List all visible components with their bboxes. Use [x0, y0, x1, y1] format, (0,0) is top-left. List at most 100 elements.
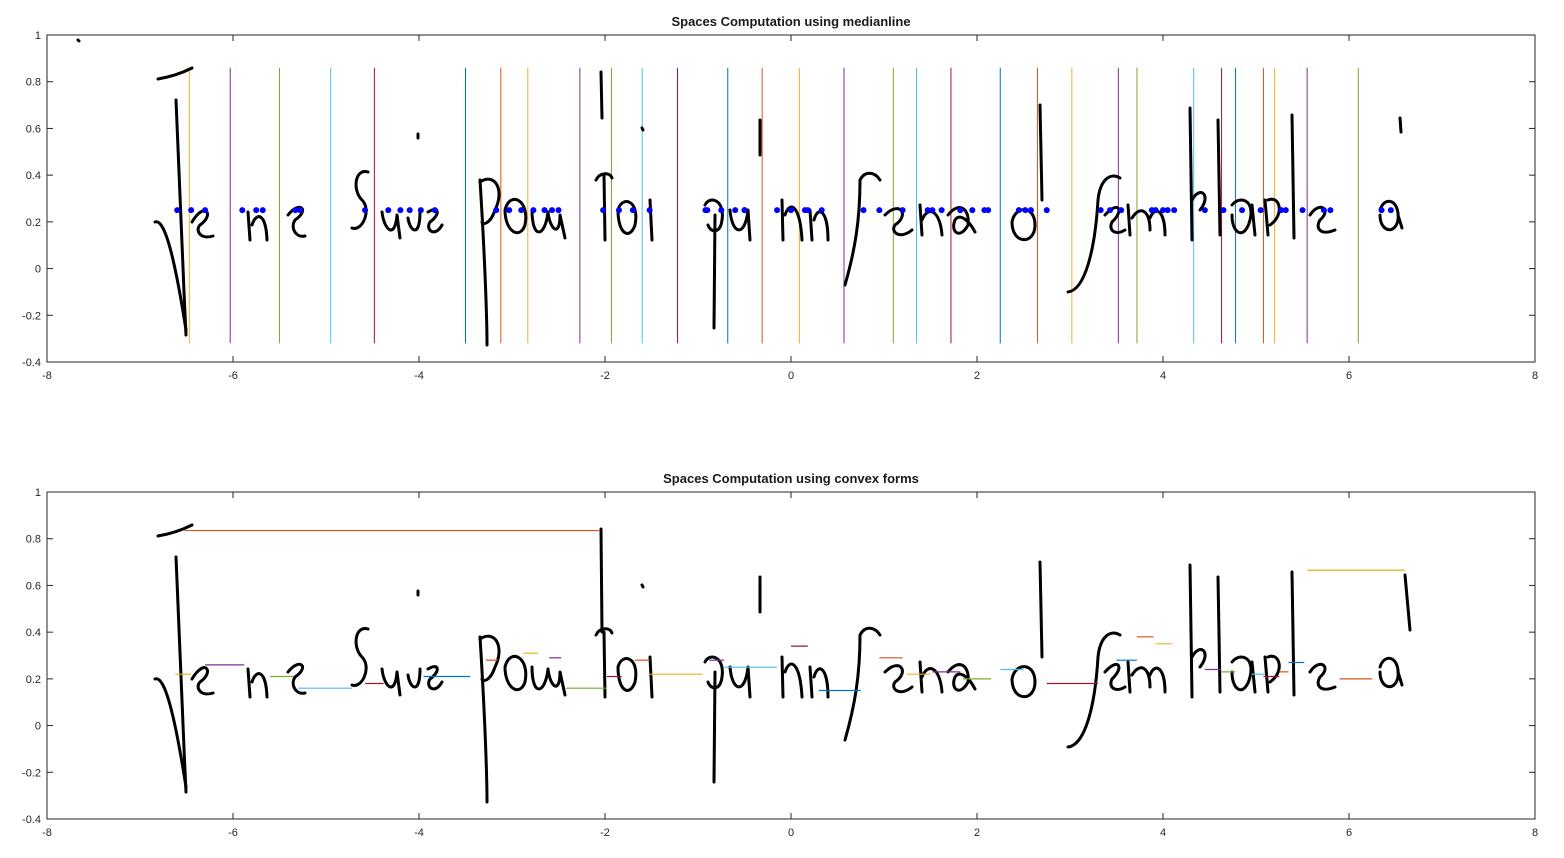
- median-point: [1171, 207, 1178, 214]
- median-point: [1164, 207, 1171, 214]
- y-tick-label: -0.4: [22, 357, 41, 369]
- median-point: [555, 207, 562, 214]
- median-point: [1152, 207, 1159, 214]
- median-point: [1106, 207, 1113, 214]
- median-point: [385, 207, 392, 214]
- median-point: [1299, 207, 1306, 214]
- tick-group-medianline: -8 -6 -4 -2 0 2 4 6 8 -0.4 -0.2 0 0.2 0.4 0.6 0.8 1: [22, 30, 1538, 382]
- x-tick-label: 4: [1160, 370, 1166, 382]
- y-tick-label: 0.4: [26, 627, 41, 639]
- median-point: [1220, 207, 1227, 214]
- median-point: [860, 207, 867, 214]
- median-point: [924, 207, 931, 214]
- median-point: [1097, 207, 1104, 214]
- x-tick-label: -8: [42, 827, 52, 839]
- median-point: [704, 207, 711, 214]
- median-point: [493, 207, 500, 214]
- median-point: [1387, 207, 1394, 214]
- y-tick-label: 0: [35, 721, 41, 733]
- median-point: [202, 207, 209, 214]
- x-tick-label: 8: [1532, 827, 1538, 839]
- handwriting-image-top: [76, 38, 1404, 347]
- median-point: [957, 207, 964, 214]
- median-point: [718, 207, 725, 214]
- median-point: [938, 207, 945, 214]
- x-tick-label: 6: [1346, 370, 1352, 382]
- plot-area-convex-forms: [46, 491, 1536, 820]
- handwriting-image-bottom: [153, 523, 1412, 804]
- y-tick-label: 0.8: [26, 77, 41, 89]
- x-tick-label: 0: [788, 827, 794, 839]
- tick-group-convex-forms: -8 -6 -4 -2 0 2 4 6 8 -0.4 -0.2 0 0.2 0.4 0.6 0.8 1: [22, 487, 1538, 839]
- median-point: [732, 207, 739, 214]
- median-point: [406, 207, 413, 214]
- median-point: [985, 207, 992, 214]
- median-point: [1282, 207, 1289, 214]
- median-point: [1327, 207, 1334, 214]
- median-point: [876, 207, 883, 214]
- median-point: [1378, 207, 1385, 214]
- y-tick-label: 0.6: [26, 580, 41, 592]
- y-tick-label: 0.8: [26, 534, 41, 546]
- x-tick-label: 2: [974, 370, 980, 382]
- x-tick-label: -8: [42, 370, 52, 382]
- y-tick-label: -0.2: [22, 310, 41, 322]
- y-tick-label: 0.2: [26, 674, 41, 686]
- y-tick-label: 0: [35, 264, 41, 276]
- x-tick-label: -6: [228, 370, 238, 382]
- median-point: [1022, 207, 1029, 214]
- median-point: [600, 207, 607, 214]
- x-tick-label: -4: [414, 370, 424, 382]
- median-point: [296, 207, 303, 214]
- median-point: [899, 207, 906, 214]
- median-point: [1257, 207, 1264, 214]
- x-tick-label: 0: [788, 370, 794, 382]
- median-point: [253, 207, 260, 214]
- median-point: [818, 207, 825, 214]
- y-tick-label: 0.4: [26, 170, 41, 182]
- median-point: [1043, 207, 1050, 214]
- median-point: [1278, 207, 1285, 214]
- median-point: [518, 207, 525, 214]
- median-point: [417, 207, 424, 214]
- median-point: [174, 207, 181, 214]
- median-point: [629, 207, 636, 214]
- median-point: [259, 207, 266, 214]
- median-point: [969, 207, 976, 214]
- median-point: [646, 207, 653, 214]
- median-point: [188, 207, 195, 214]
- median-point: [1239, 207, 1246, 214]
- x-tick-label: 4: [1160, 827, 1166, 839]
- x-tick-label: -2: [600, 370, 610, 382]
- median-point: [741, 207, 748, 214]
- y-tick-label: 0.2: [26, 217, 41, 229]
- median-point: [431, 207, 438, 214]
- median-point-group: [174, 207, 1394, 214]
- axes-medianline: Spaces Computation using medianline -8 -6…: [22, 14, 1538, 382]
- median-point: [615, 207, 622, 214]
- y-tick-label: -0.4: [22, 814, 41, 826]
- x-tick-label: 6: [1346, 827, 1352, 839]
- median-point: [292, 207, 299, 214]
- median-point: [530, 207, 537, 214]
- median-point: [506, 207, 513, 214]
- median-point: [804, 207, 811, 214]
- median-point: [1201, 207, 1208, 214]
- median-point: [541, 207, 548, 214]
- x-tick-label: -2: [600, 827, 610, 839]
- median-point: [362, 207, 369, 214]
- median-point: [1015, 207, 1022, 214]
- median-point: [397, 207, 404, 214]
- median-point: [774, 207, 781, 214]
- y-tick-label: 0.6: [26, 123, 41, 135]
- separator-lines: [188, 67, 1359, 344]
- median-point: [929, 207, 936, 214]
- x-tick-label: 2: [974, 827, 980, 839]
- median-point: [548, 207, 555, 214]
- space-segment-group: [175, 529, 1405, 692]
- median-point: [1027, 207, 1034, 214]
- chart-title-medianline: Spaces Computation using medianline: [671, 14, 910, 29]
- plot-area-medianline: [46, 34, 1536, 363]
- y-tick-label: -0.2: [22, 767, 41, 779]
